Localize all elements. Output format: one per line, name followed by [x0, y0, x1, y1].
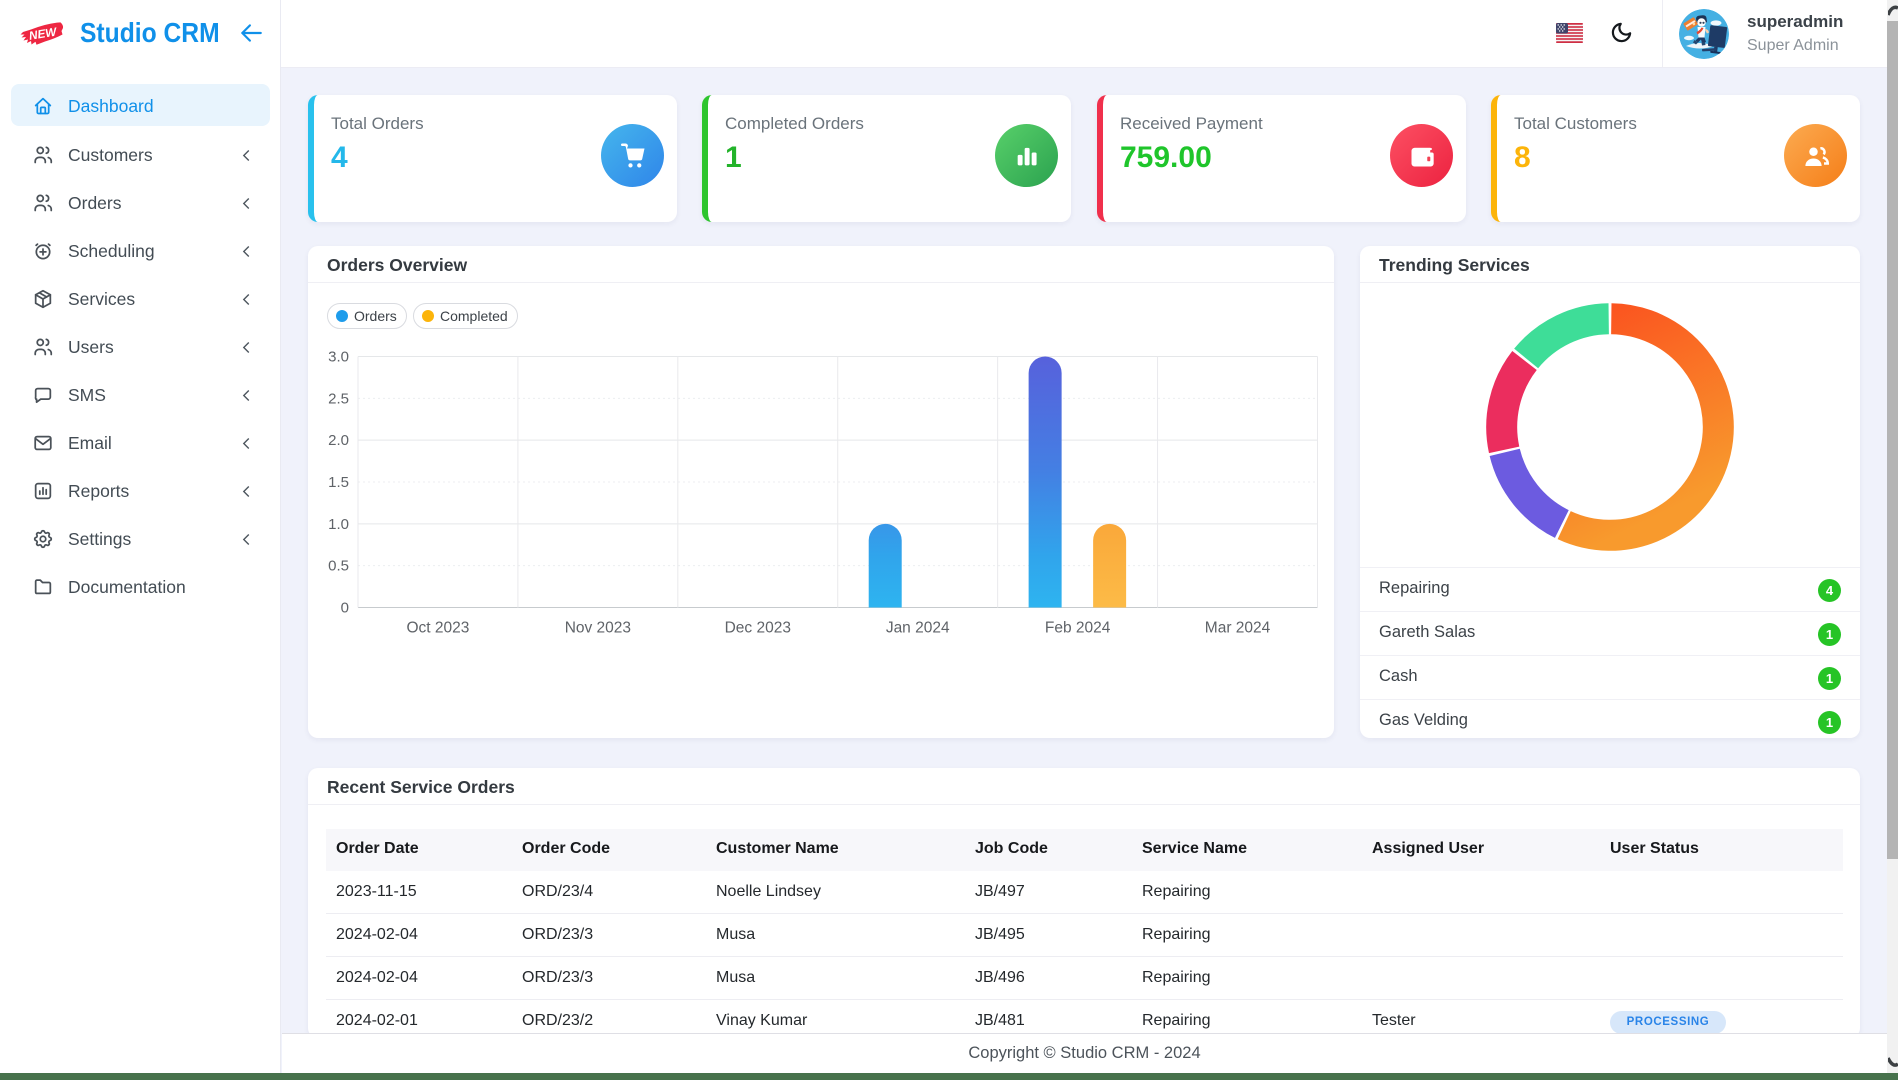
svg-text:Oct 2023: Oct 2023: [407, 620, 470, 637]
svg-text:3.0: 3.0: [328, 349, 349, 366]
svg-text:Nov 2023: Nov 2023: [565, 620, 631, 637]
svg-text:NEW: NEW: [28, 25, 58, 43]
svg-text:Jan 2024: Jan 2024: [886, 620, 950, 637]
svg-text:1.5: 1.5: [328, 474, 349, 491]
svg-text:0: 0: [341, 600, 349, 617]
svg-text:1.0: 1.0: [328, 516, 349, 533]
svg-text:Dec 2023: Dec 2023: [725, 620, 791, 637]
svg-text:Feb 2024: Feb 2024: [1045, 620, 1111, 637]
svg-text:0.5: 0.5: [328, 558, 349, 575]
svg-text:Mar 2024: Mar 2024: [1205, 620, 1271, 637]
svg-text:2.5: 2.5: [328, 390, 349, 407]
svg-text:2.0: 2.0: [328, 432, 349, 449]
